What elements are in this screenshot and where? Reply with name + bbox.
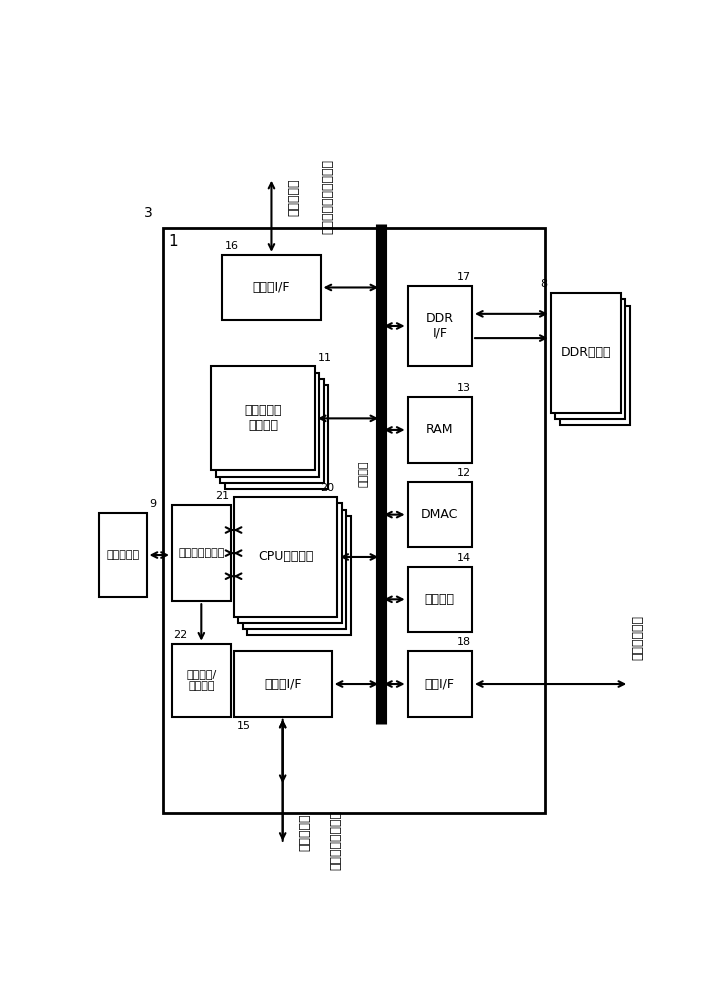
Text: 16: 16 xyxy=(225,241,239,251)
Bar xyxy=(172,505,231,601)
Bar xyxy=(408,397,472,463)
Text: 传感器单元: 传感器单元 xyxy=(298,814,311,851)
Bar xyxy=(408,567,472,632)
Text: 11: 11 xyxy=(318,353,332,363)
Text: 8: 8 xyxy=(541,279,548,289)
Text: （方向盘、制动器等）: （方向盘、制动器等） xyxy=(321,159,334,234)
Text: 17: 17 xyxy=(457,272,471,282)
Bar xyxy=(408,482,472,547)
Text: RAM: RAM xyxy=(426,423,453,436)
Text: 硬件加速器
（多核）: 硬件加速器 （多核） xyxy=(244,404,282,432)
Text: 系统总线: 系统总线 xyxy=(358,461,369,487)
Text: DDR
I/F: DDR I/F xyxy=(426,312,454,340)
Bar xyxy=(211,366,315,470)
Text: 3: 3 xyxy=(143,206,152,220)
Text: 快闪存储器: 快闪存储器 xyxy=(106,550,139,560)
Bar xyxy=(247,516,351,635)
Bar xyxy=(408,651,472,717)
Bar xyxy=(234,651,332,717)
Text: 14: 14 xyxy=(457,553,471,563)
Text: 13: 13 xyxy=(457,383,471,393)
Bar xyxy=(238,503,342,623)
Bar xyxy=(550,293,620,413)
Bar xyxy=(224,385,329,489)
Bar xyxy=(222,255,321,320)
Text: 子微计算机等: 子微计算机等 xyxy=(631,615,644,660)
Text: 外围电路: 外围电路 xyxy=(425,593,455,606)
Bar xyxy=(234,497,337,617)
Bar xyxy=(172,644,231,717)
Bar xyxy=(220,379,324,483)
Bar xyxy=(555,299,626,419)
Text: 15: 15 xyxy=(236,721,251,731)
Text: 错误输出/
控制电路: 错误输出/ 控制电路 xyxy=(186,669,216,691)
Bar xyxy=(99,513,146,597)
Text: 9: 9 xyxy=(149,499,156,509)
Text: （雷达、相机等）: （雷达、相机等） xyxy=(329,810,342,870)
Bar xyxy=(243,510,346,629)
Text: 22: 22 xyxy=(173,630,188,640)
Bar xyxy=(216,373,319,477)
Text: DMAC: DMAC xyxy=(421,508,458,521)
Bar xyxy=(164,228,545,813)
Text: 12: 12 xyxy=(457,468,471,478)
Text: 致动器I/F: 致动器I/F xyxy=(253,281,290,294)
Text: 诊断测试控制器: 诊断测试控制器 xyxy=(178,548,224,558)
Text: DDR存储器: DDR存储器 xyxy=(560,346,611,359)
Text: 21: 21 xyxy=(216,491,230,501)
Text: 1: 1 xyxy=(168,234,177,249)
Text: 传感器I/F: 传感器I/F xyxy=(264,678,301,691)
Text: CPU（多核）: CPU（多核） xyxy=(258,550,313,563)
Bar xyxy=(408,286,472,366)
Text: 其他I/F: 其他I/F xyxy=(425,678,455,691)
Bar xyxy=(560,306,630,425)
Text: 致动器单元: 致动器单元 xyxy=(287,178,300,216)
Text: 18: 18 xyxy=(457,637,471,647)
Text: 20: 20 xyxy=(321,483,334,493)
